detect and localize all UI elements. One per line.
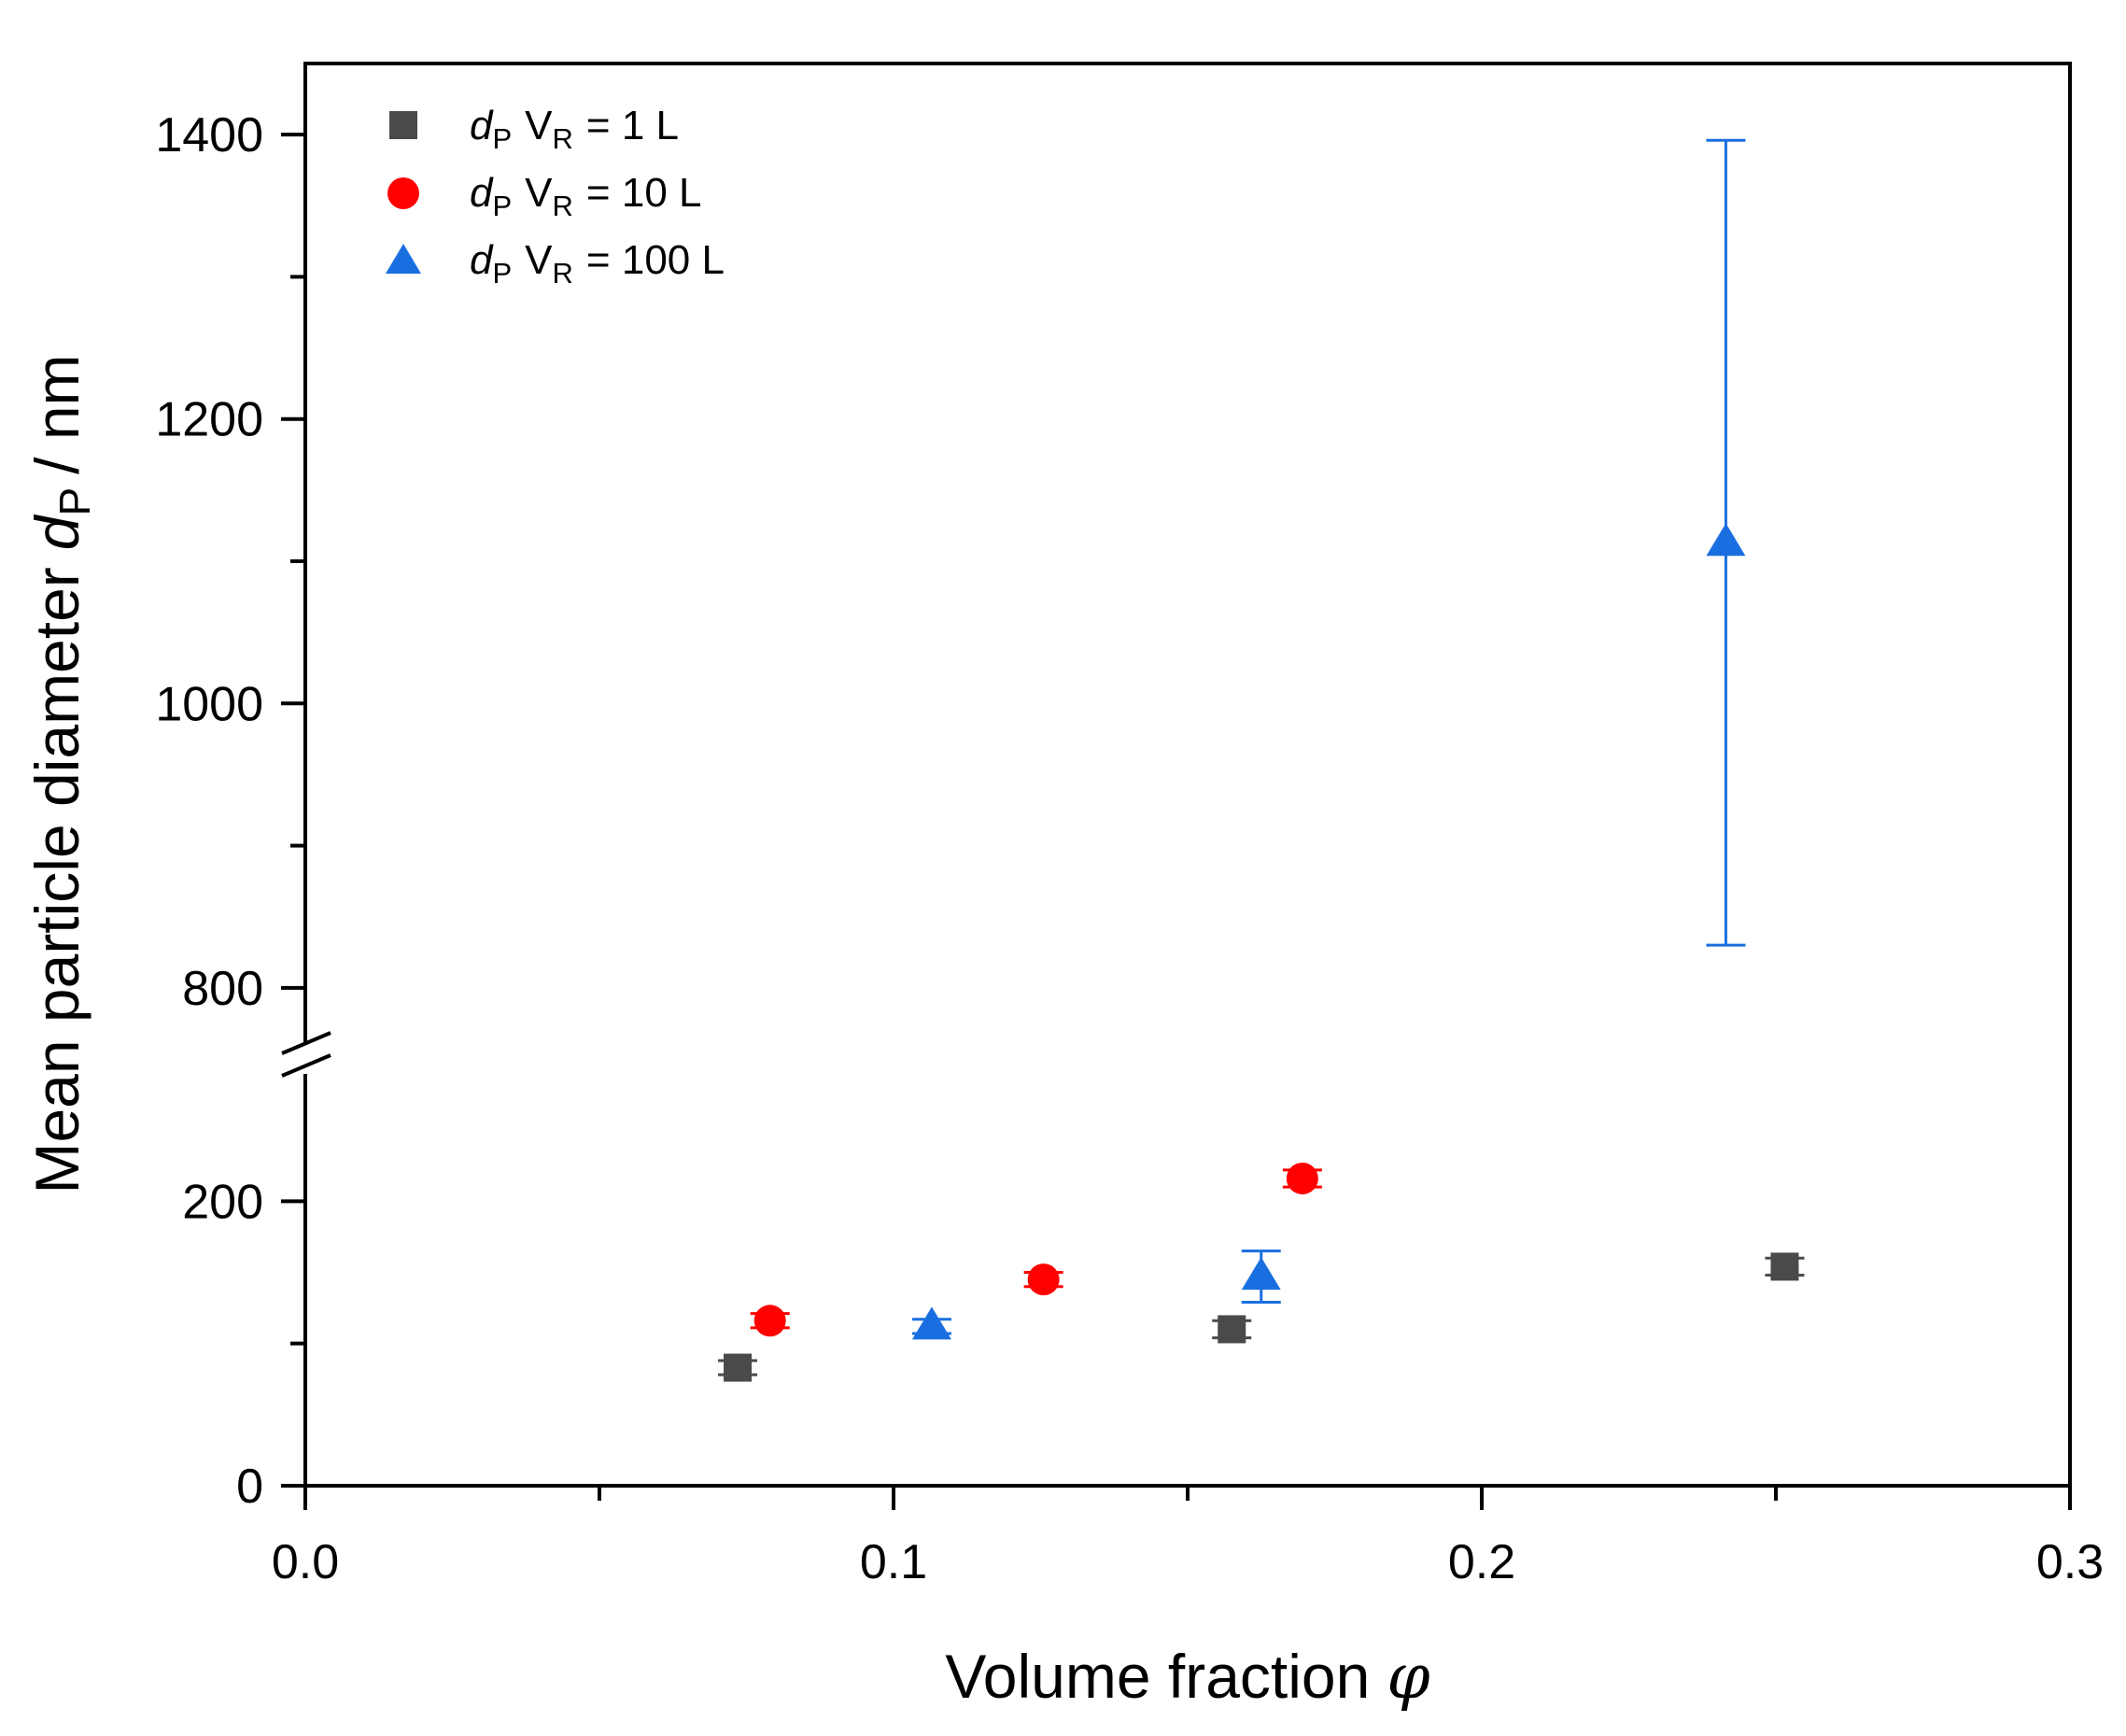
y-tick-label: 1400 (155, 108, 263, 162)
axis-ticks (281, 133, 2072, 1510)
y-tick-label: 200 (182, 1175, 263, 1229)
data-point-triangle (1241, 1257, 1281, 1291)
y-tick-label: 1000 (155, 677, 263, 731)
y-tick-label: 800 (182, 962, 263, 1016)
y-axis-title: Mean particle diameterdP/ nm (22, 354, 99, 1193)
legend-marker-triangle (386, 244, 421, 274)
data-markers (724, 523, 1799, 1382)
legend-label-1L: dP VR = 1 L (470, 103, 679, 155)
legend-marker-circle (387, 177, 419, 209)
data-point-square (1770, 1252, 1799, 1281)
data-point-triangle (911, 1306, 951, 1340)
axis-tick-labels: 0.0 0.1 0.2 0.3 0 200 800 1000 1200 1400 (155, 108, 2104, 1589)
legend-label-10L: dP VR = 10 L (470, 170, 701, 222)
x-axis-title: Volume fraction φ (945, 1641, 1429, 1713)
axis-break-slash-upper (281, 1031, 331, 1055)
y-tick-label: 0 (236, 1460, 263, 1514)
data-point-square (724, 1353, 753, 1382)
data-point-circle (1286, 1162, 1318, 1194)
legend-entry-100L: dP VR = 100 L (386, 237, 725, 289)
data-point-circle (1027, 1263, 1060, 1296)
x-tick-label: 0.1 (860, 1535, 927, 1589)
y-tick-label: 1200 (155, 393, 263, 447)
legend-entry-10L: dP VR = 10 L (387, 170, 701, 222)
data-point-circle (753, 1305, 786, 1337)
x-tick-label: 0.2 (1448, 1535, 1515, 1589)
legend-marker-square (389, 111, 417, 139)
legend-entry-1L: dP VR = 1 L (389, 103, 679, 155)
x-tick-label: 0.3 (2036, 1535, 2104, 1589)
data-point-triangle (1706, 523, 1746, 557)
legend: dP VR = 1 L dP VR = 10 L dP VR = 100 L (386, 103, 725, 289)
legend-label-100L: dP VR = 100 L (470, 237, 725, 289)
x-tick-label: 0.0 (272, 1535, 339, 1589)
axis-break-slash-lower (281, 1053, 331, 1078)
data-point-square (1218, 1315, 1246, 1344)
